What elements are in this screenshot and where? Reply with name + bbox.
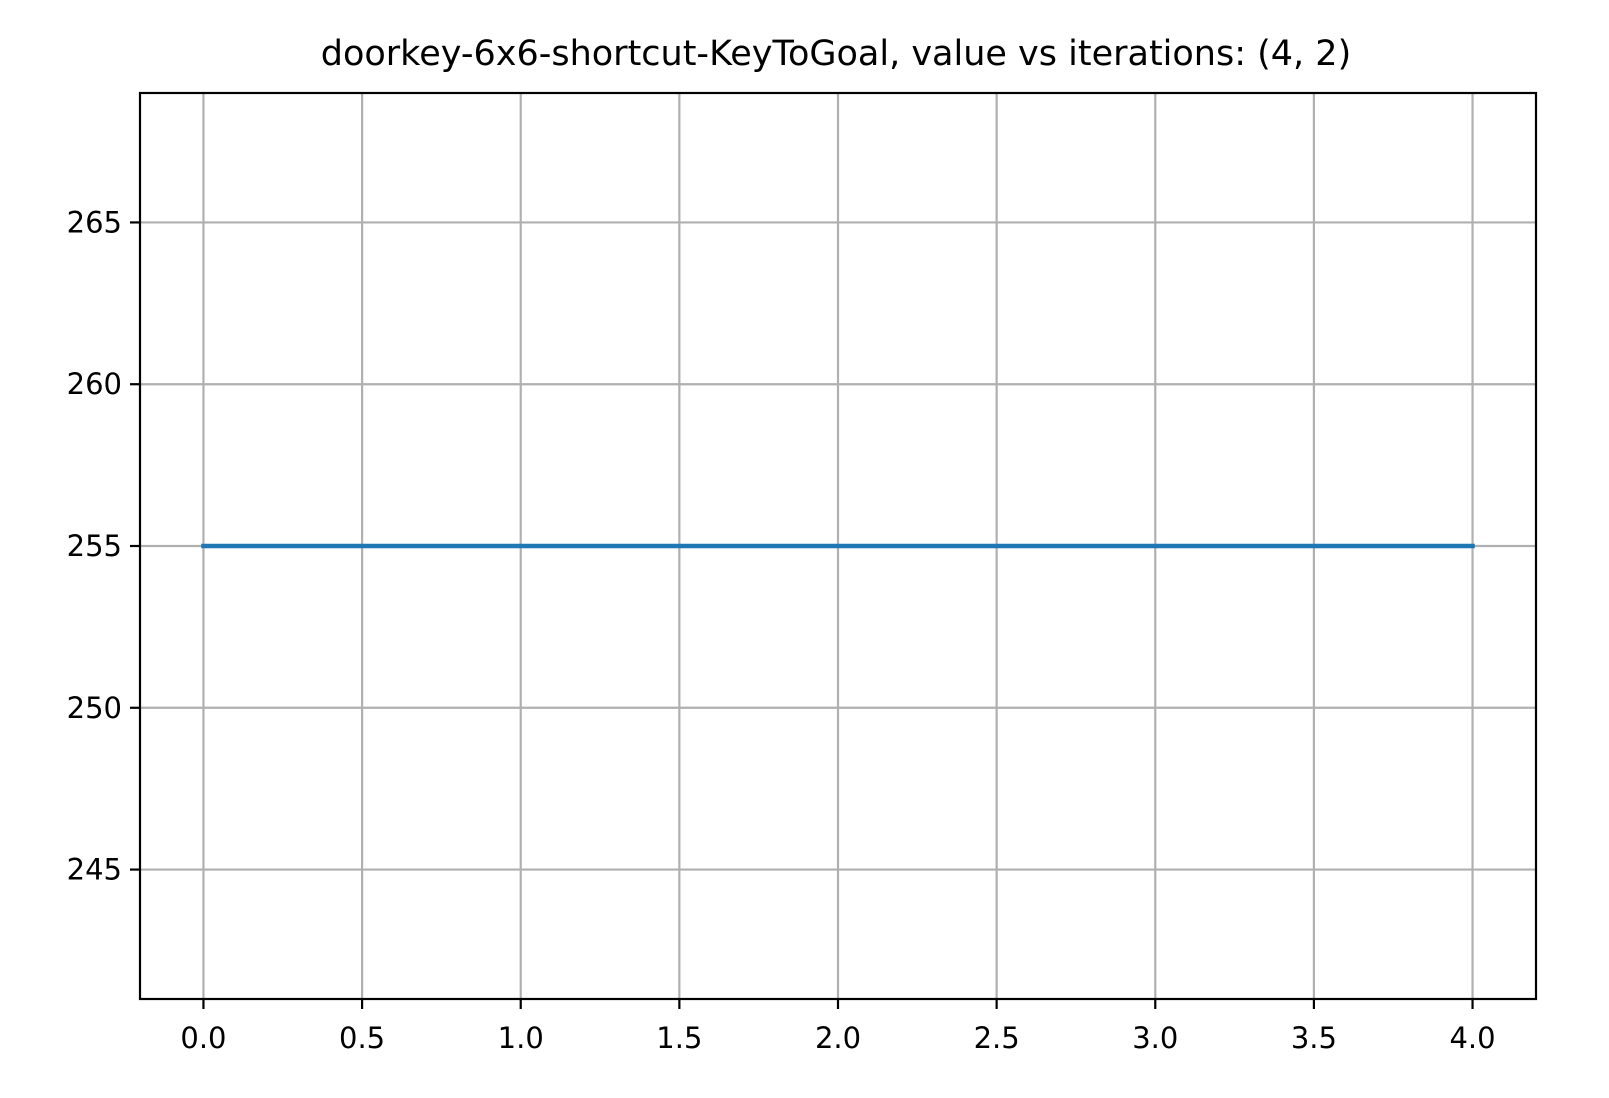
x-tick-label: 3.5 [1291,1021,1337,1055]
x-tick-label: 4.0 [1449,1021,1495,1055]
x-tick-label: 2.0 [815,1021,861,1055]
x-tick-label: 0.0 [180,1021,226,1055]
y-tick-label: 265 [67,205,122,239]
chart-title: doorkey-6x6-shortcut-KeyToGoal, value vs… [321,34,1351,74]
x-tick-label: 1.5 [656,1021,702,1055]
x-tick-label: 1.0 [498,1021,544,1055]
y-tick-label: 255 [67,529,122,563]
y-tick-label: 245 [67,853,122,887]
x-tick-label: 2.5 [974,1021,1020,1055]
x-tick-label: 0.5 [339,1021,385,1055]
x-tick-label: 3.0 [1132,1021,1178,1055]
y-tick-label: 250 [67,691,122,725]
axis-ticks: 0.0 0.5 1.0 1.5 2.0 2.5 3.0 3.5 4.0 245 250 255 260 2… [67,205,1496,1055]
y-tick-label: 260 [67,367,122,401]
